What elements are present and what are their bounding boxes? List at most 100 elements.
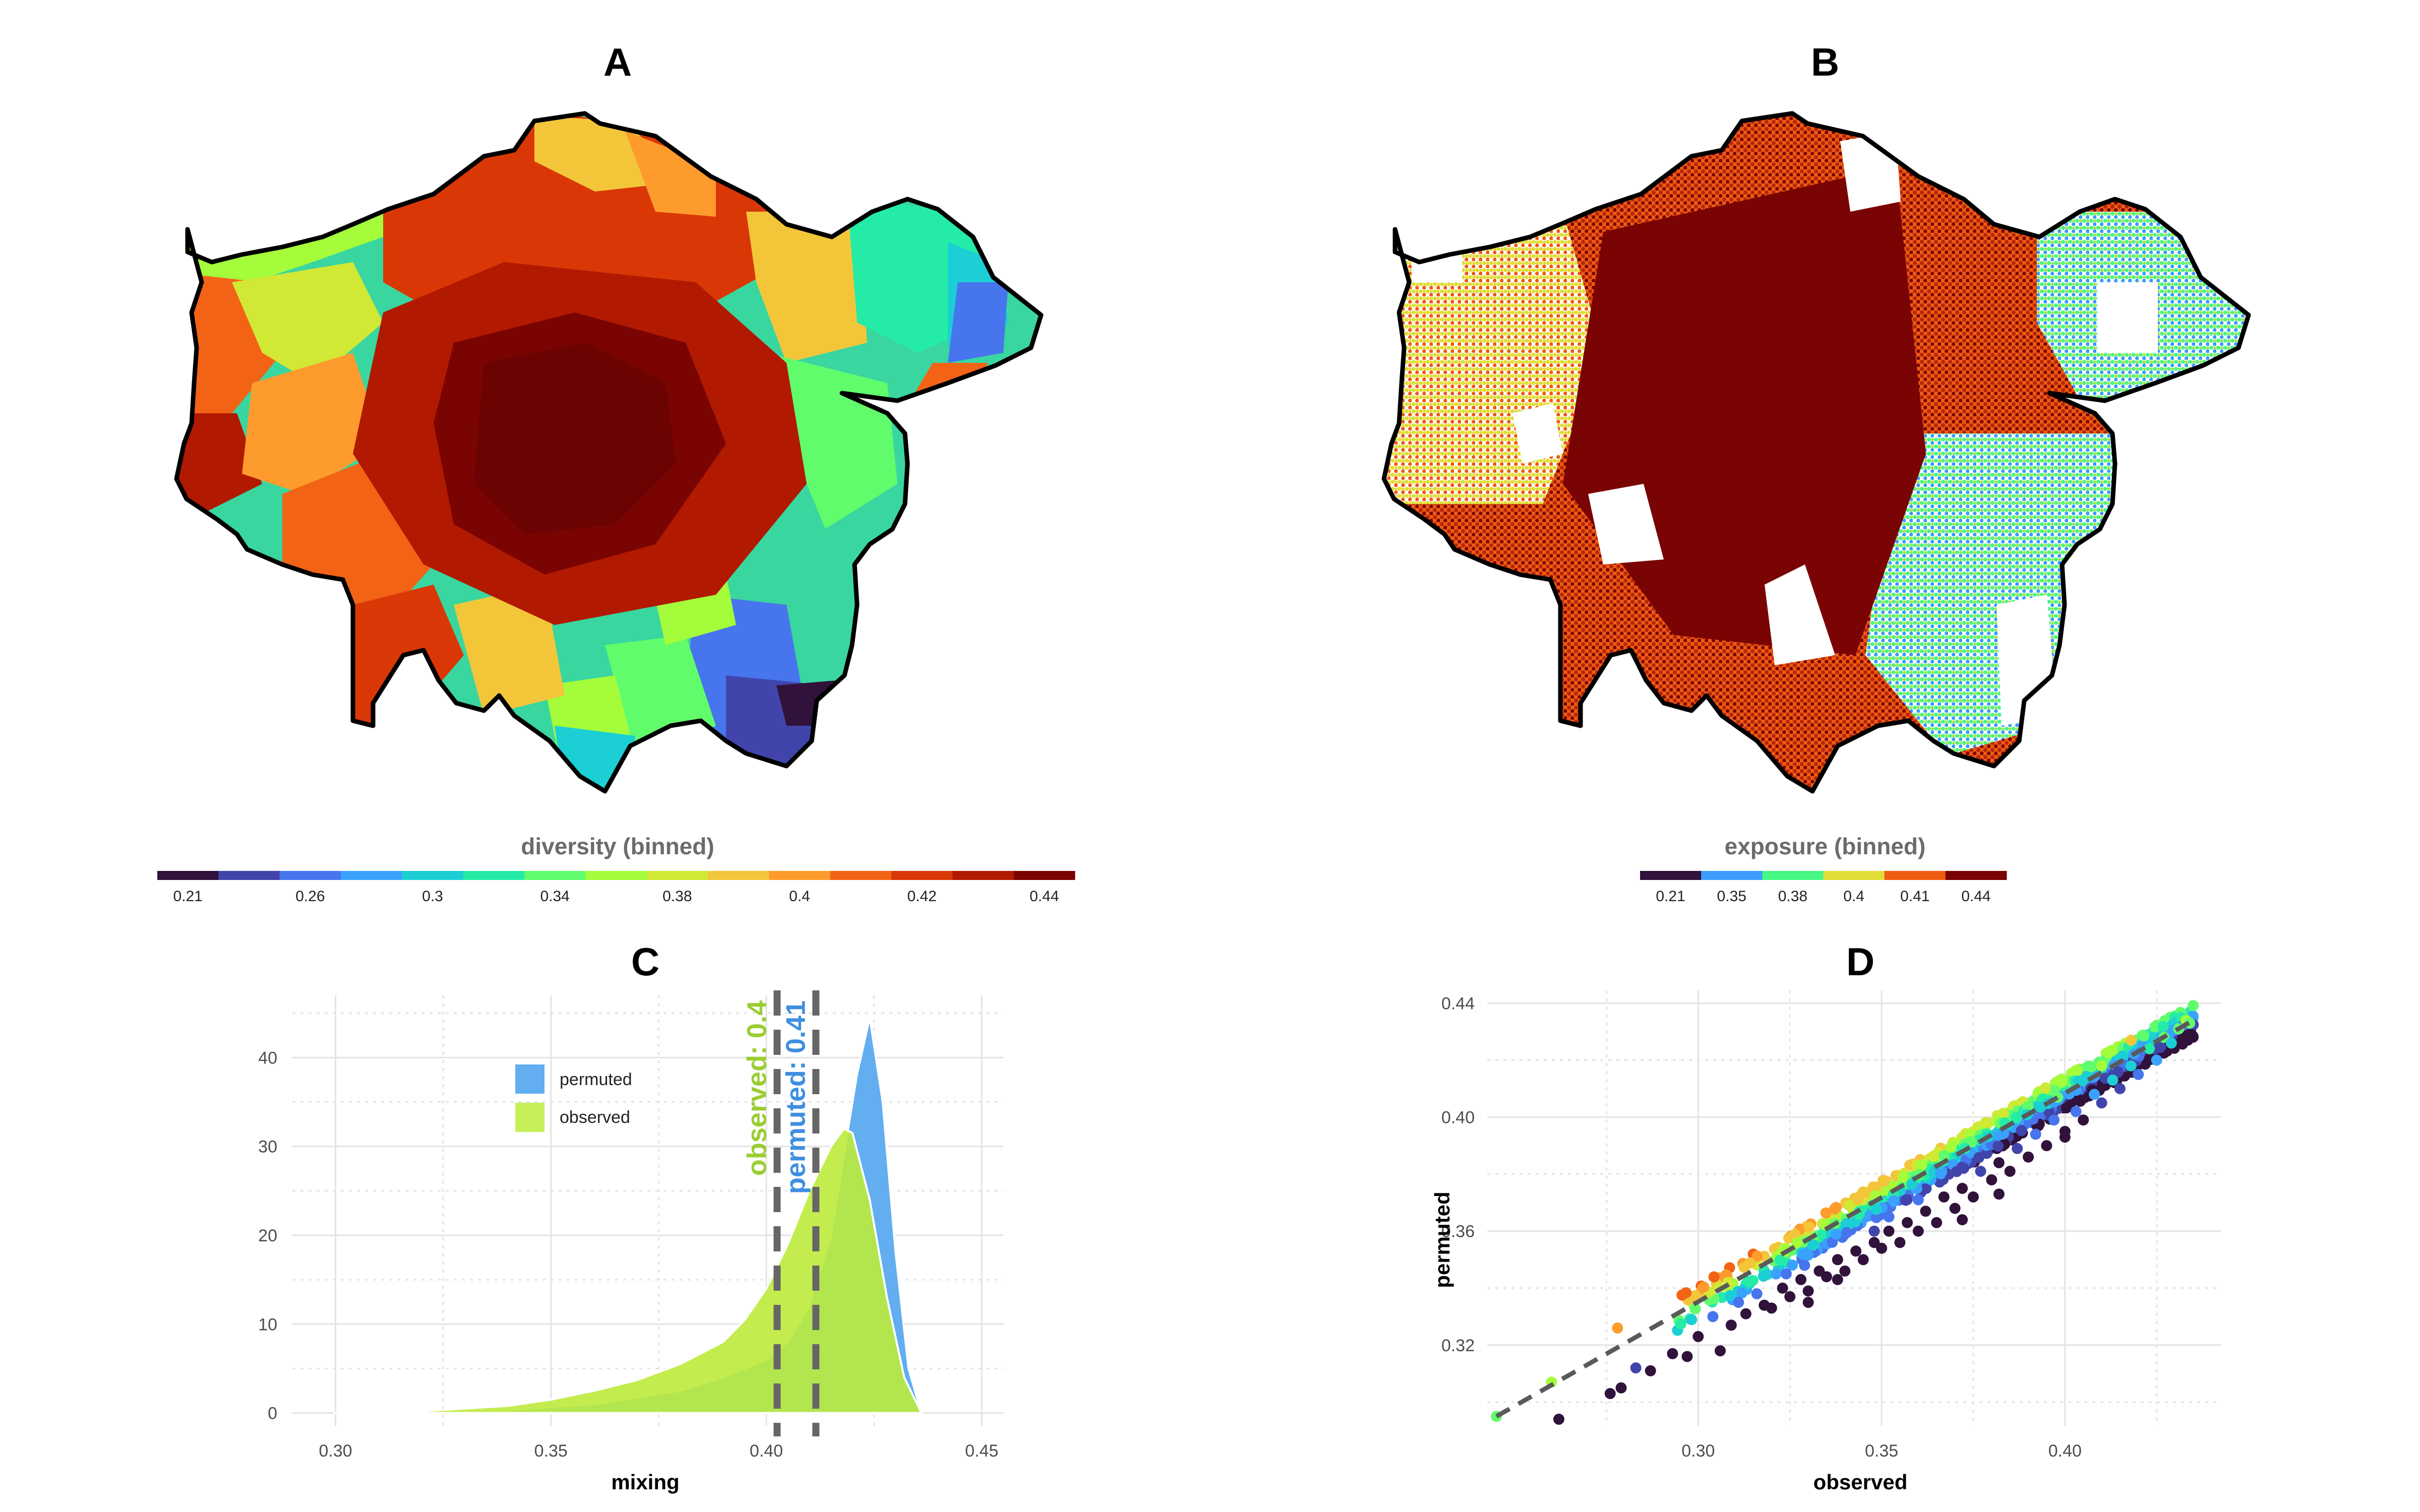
scatter-point <box>1707 1311 1718 1322</box>
scatter-point <box>1802 1250 1813 1261</box>
legend-b-tick-label: 0.35 <box>1717 888 1746 905</box>
scatter-point <box>2114 1083 2126 1094</box>
scatter-point <box>1870 1204 1882 1215</box>
scatter-point <box>2157 1021 2168 1032</box>
legend-a-tick-label: 0.21 <box>173 888 202 905</box>
scatter-point <box>1630 1362 1642 1373</box>
scatter-point <box>2012 1143 2023 1154</box>
y-tick-label: 20 <box>258 1226 277 1245</box>
scatter-point <box>1803 1222 1814 1233</box>
scatter-point <box>1744 1257 1756 1269</box>
legend-a-tick-label: 0.3 <box>422 888 443 905</box>
legend-b-tick-label: 0.4 <box>1843 888 1864 905</box>
legend-a-color-bin <box>830 871 892 880</box>
legend-a-color-bin <box>157 871 219 880</box>
legend-b-tick-label: 0.44 <box>1961 888 1990 905</box>
x-tick-label: 0.40 <box>750 1441 783 1461</box>
scatter-point <box>1803 1297 1814 1308</box>
scatter-point <box>1898 1171 1909 1182</box>
scatter-point <box>2048 1114 2060 1125</box>
legend-b-color-bin <box>1946 871 2007 880</box>
legend-a-color-bin <box>524 871 586 880</box>
x-tick-label: 0.30 <box>1681 1441 1715 1461</box>
scatter-point <box>1799 1260 1810 1271</box>
legend-b-color-bin <box>1762 871 1824 880</box>
vline-label: observed: 0.4 <box>742 1000 772 1176</box>
scatter-point <box>1807 1240 1819 1251</box>
scatter-point <box>2005 1166 2016 1177</box>
scatter-point <box>2096 1060 2107 1072</box>
scatter-point <box>1605 1388 1616 1399</box>
scatter-point <box>1913 1194 1924 1206</box>
scatter-point <box>1884 1212 1895 1223</box>
diversity-map <box>171 111 1049 796</box>
legend-a-tick-label: 0.38 <box>662 888 692 905</box>
scatter-point <box>2126 1035 2137 1046</box>
legend-a-color-bin <box>585 871 647 880</box>
scatter-point <box>1616 1382 1627 1394</box>
legend-a-color-bin <box>708 871 769 880</box>
legend-b-tick-label: 0.41 <box>1900 888 1929 905</box>
scatter-point <box>1736 1287 1747 1298</box>
legend-a-title: diversity (binned) <box>521 833 714 859</box>
scatter-point <box>1968 1191 1979 1203</box>
scatter-point <box>2166 1038 2177 1049</box>
scatter-point <box>1993 1188 2005 1200</box>
scatter-point <box>1740 1308 1751 1319</box>
scatter-point <box>2138 1031 2149 1042</box>
scatter-point <box>1973 1152 1984 1163</box>
scatter-point <box>1751 1288 1763 1299</box>
scatter-point <box>1894 1237 1905 1248</box>
scatter-point <box>1680 1287 1691 1298</box>
scatter-point <box>1920 1206 1931 1217</box>
scatter-point <box>1781 1269 1792 1280</box>
scatter-point <box>1980 1117 1991 1128</box>
scatter-point <box>1771 1269 1782 1280</box>
legend-a: 0.21 0.26 0.3 0.34 0.38 0.4 0.42 0.44 <box>157 871 1075 905</box>
panel-c: C observed: 0.4 permuted: 0.41 0.30 0.35 0.… <box>258 939 1003 1494</box>
scatter-point <box>1884 1226 1895 1237</box>
scatter-point <box>1935 1168 1946 1179</box>
scatter-point <box>1795 1274 1806 1285</box>
scatter-point <box>1939 1191 1950 1203</box>
legend-a-tick-label: 0.42 <box>907 888 936 905</box>
scatter-point <box>2072 1065 2083 1077</box>
plot-d-ticks: 0.30 0.35 0.400.320.360.400.44 <box>1441 994 2082 1461</box>
y-tick-label: 30 <box>258 1138 277 1157</box>
scatter-point <box>1913 1226 1924 1237</box>
y-tick-label: 0.32 <box>1441 1336 1475 1355</box>
scatter-point <box>2176 1035 2188 1046</box>
scatter-point <box>2188 1000 2199 1011</box>
scatter-point <box>1775 1254 1786 1266</box>
legend-a-color-bin <box>647 871 708 880</box>
scatter-point <box>1777 1283 1788 1294</box>
legend-a-color-bin <box>218 871 280 880</box>
scatter-point <box>2078 1114 2089 1125</box>
scatter-point <box>1715 1345 1726 1356</box>
scatter-point <box>2151 1055 2162 1066</box>
legend-a-tick-label: 0.44 <box>1030 888 1059 905</box>
panel-a: A <box>157 40 1075 905</box>
legend-b-tick-label: 0.38 <box>1778 888 1807 905</box>
panel-b: B <box>1381 40 2259 905</box>
scatter-point <box>1858 1254 1869 1265</box>
x-tick-label: 0.45 <box>965 1441 998 1461</box>
legend-a-tick-label: 0.4 <box>789 888 810 905</box>
scatter-point <box>1692 1331 1704 1342</box>
y-tick-label: 0 <box>268 1404 277 1423</box>
scatter-point <box>2103 1047 2114 1058</box>
panel-d-title: D <box>1846 939 1874 984</box>
scatter-point <box>1957 1183 1968 1194</box>
panel-d: D 0.30 0.35 0.400.320.360.400.44 observed … <box>1430 939 2221 1494</box>
scatter-point <box>2107 1075 2118 1086</box>
scatter-point <box>1876 1243 1887 1254</box>
scatter-point <box>1992 1141 2004 1152</box>
scatter-point <box>1675 1318 1686 1330</box>
scatter-point <box>1986 1174 1997 1185</box>
scatter-point <box>1956 1162 1967 1173</box>
scatter-point <box>1766 1302 1777 1313</box>
x-tick-label: 0.30 <box>319 1441 352 1461</box>
scatter-point <box>1667 1348 1678 1359</box>
legend-a-color-bin <box>463 871 525 880</box>
density-area-observed <box>335 1128 921 1413</box>
